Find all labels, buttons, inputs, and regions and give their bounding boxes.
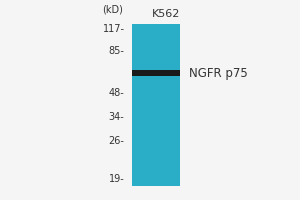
Text: 26-: 26- bbox=[109, 136, 124, 146]
Text: 19-: 19- bbox=[109, 174, 124, 184]
Text: K562: K562 bbox=[152, 9, 181, 19]
Text: 48-: 48- bbox=[109, 88, 124, 98]
Bar bbox=[132, 24, 180, 186]
Text: NGFR p75: NGFR p75 bbox=[189, 66, 248, 79]
Text: (kD): (kD) bbox=[102, 4, 123, 14]
Bar bbox=[132, 70, 180, 76]
Text: 34-: 34- bbox=[109, 112, 124, 122]
Text: 85-: 85- bbox=[109, 46, 124, 56]
Text: 117-: 117- bbox=[103, 24, 124, 34]
